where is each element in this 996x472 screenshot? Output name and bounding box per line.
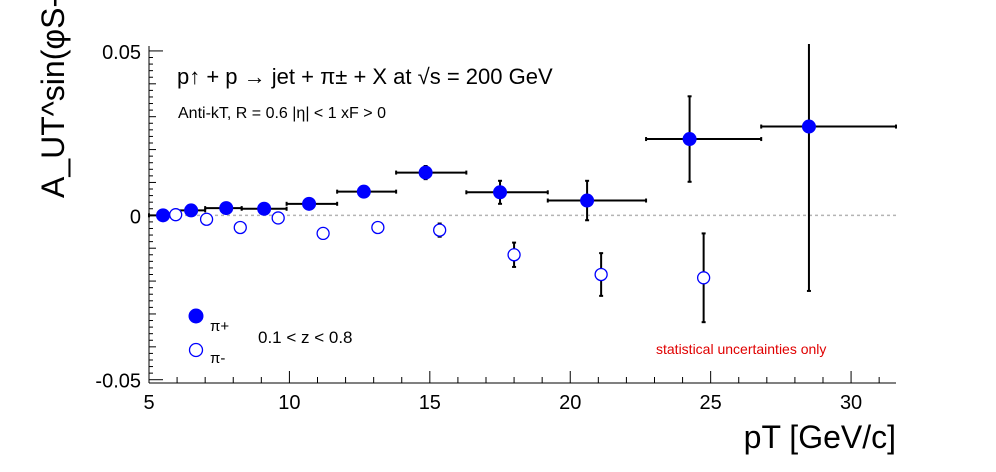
x-axis-ticks: 5 10 15 20 25 30 [143,371,880,414]
data-point-pi-minus [433,223,447,237]
data-point-pi-plus [682,132,697,147]
y-axis-label: A_UT^sin(φS-φh) [35,0,71,198]
legend-marker-pi-minus [188,342,204,358]
uncertainty-annotation: statistical uncertainties only [656,341,826,357]
series-pi-plus [148,44,897,292]
data-point-pi-plus [156,208,171,223]
data-layer [148,44,897,324]
legend-label-pi-plus: π+ [210,318,229,335]
data-point-pi-plus [257,201,272,216]
data-point-pi-plus [801,119,816,134]
data-point-pi-plus [580,193,595,208]
data-point-pi-minus [169,208,183,222]
chart-subtitle: Anti-kT, R = 0.6 |η| < 1 xF > 0 [178,105,386,122]
data-point-pi-minus [271,211,285,225]
x-tick-label: 15 [419,392,441,414]
data-point-pi-plus [418,165,433,180]
legend-note: 0.1 < z < 0.8 [258,328,353,347]
data-point-pi-plus [356,184,371,199]
legend-label-pi-minus: π- [210,350,225,367]
data-point-pi-minus [696,271,711,285]
data-point-pi-minus [199,212,214,226]
y-axis-ticks: 0.05 0 -0.05 [95,42,163,393]
data-point-pi-minus [594,267,608,282]
data-point-pi-minus [507,248,521,262]
y-tick-label: 0.05 [102,42,141,64]
data-point-pi-plus [302,196,317,211]
data-point-pi-plus [184,203,199,218]
x-axis-label: pT [GeV/c] [744,419,896,455]
x-tick-label: 20 [559,392,581,414]
data-point-pi-minus [316,226,330,241]
data-point-pi-minus [233,220,247,235]
data-point-pi-plus [493,185,508,200]
x-tick-label: 5 [143,392,154,414]
x-tick-label: 30 [840,392,862,414]
y-tick-label: 0 [130,206,141,228]
x-tick-label: 10 [278,392,300,414]
series-pi-minus [169,208,711,324]
chart-title: p↑ + p → jet + π± + X at √s = 200 GeV [177,64,553,89]
x-tick-label: 25 [700,392,722,414]
data-point-pi-plus [219,201,234,216]
y-tick-label: -0.05 [95,371,141,393]
legend-marker-pi-plus [188,308,204,324]
data-point-pi-minus [371,220,385,235]
